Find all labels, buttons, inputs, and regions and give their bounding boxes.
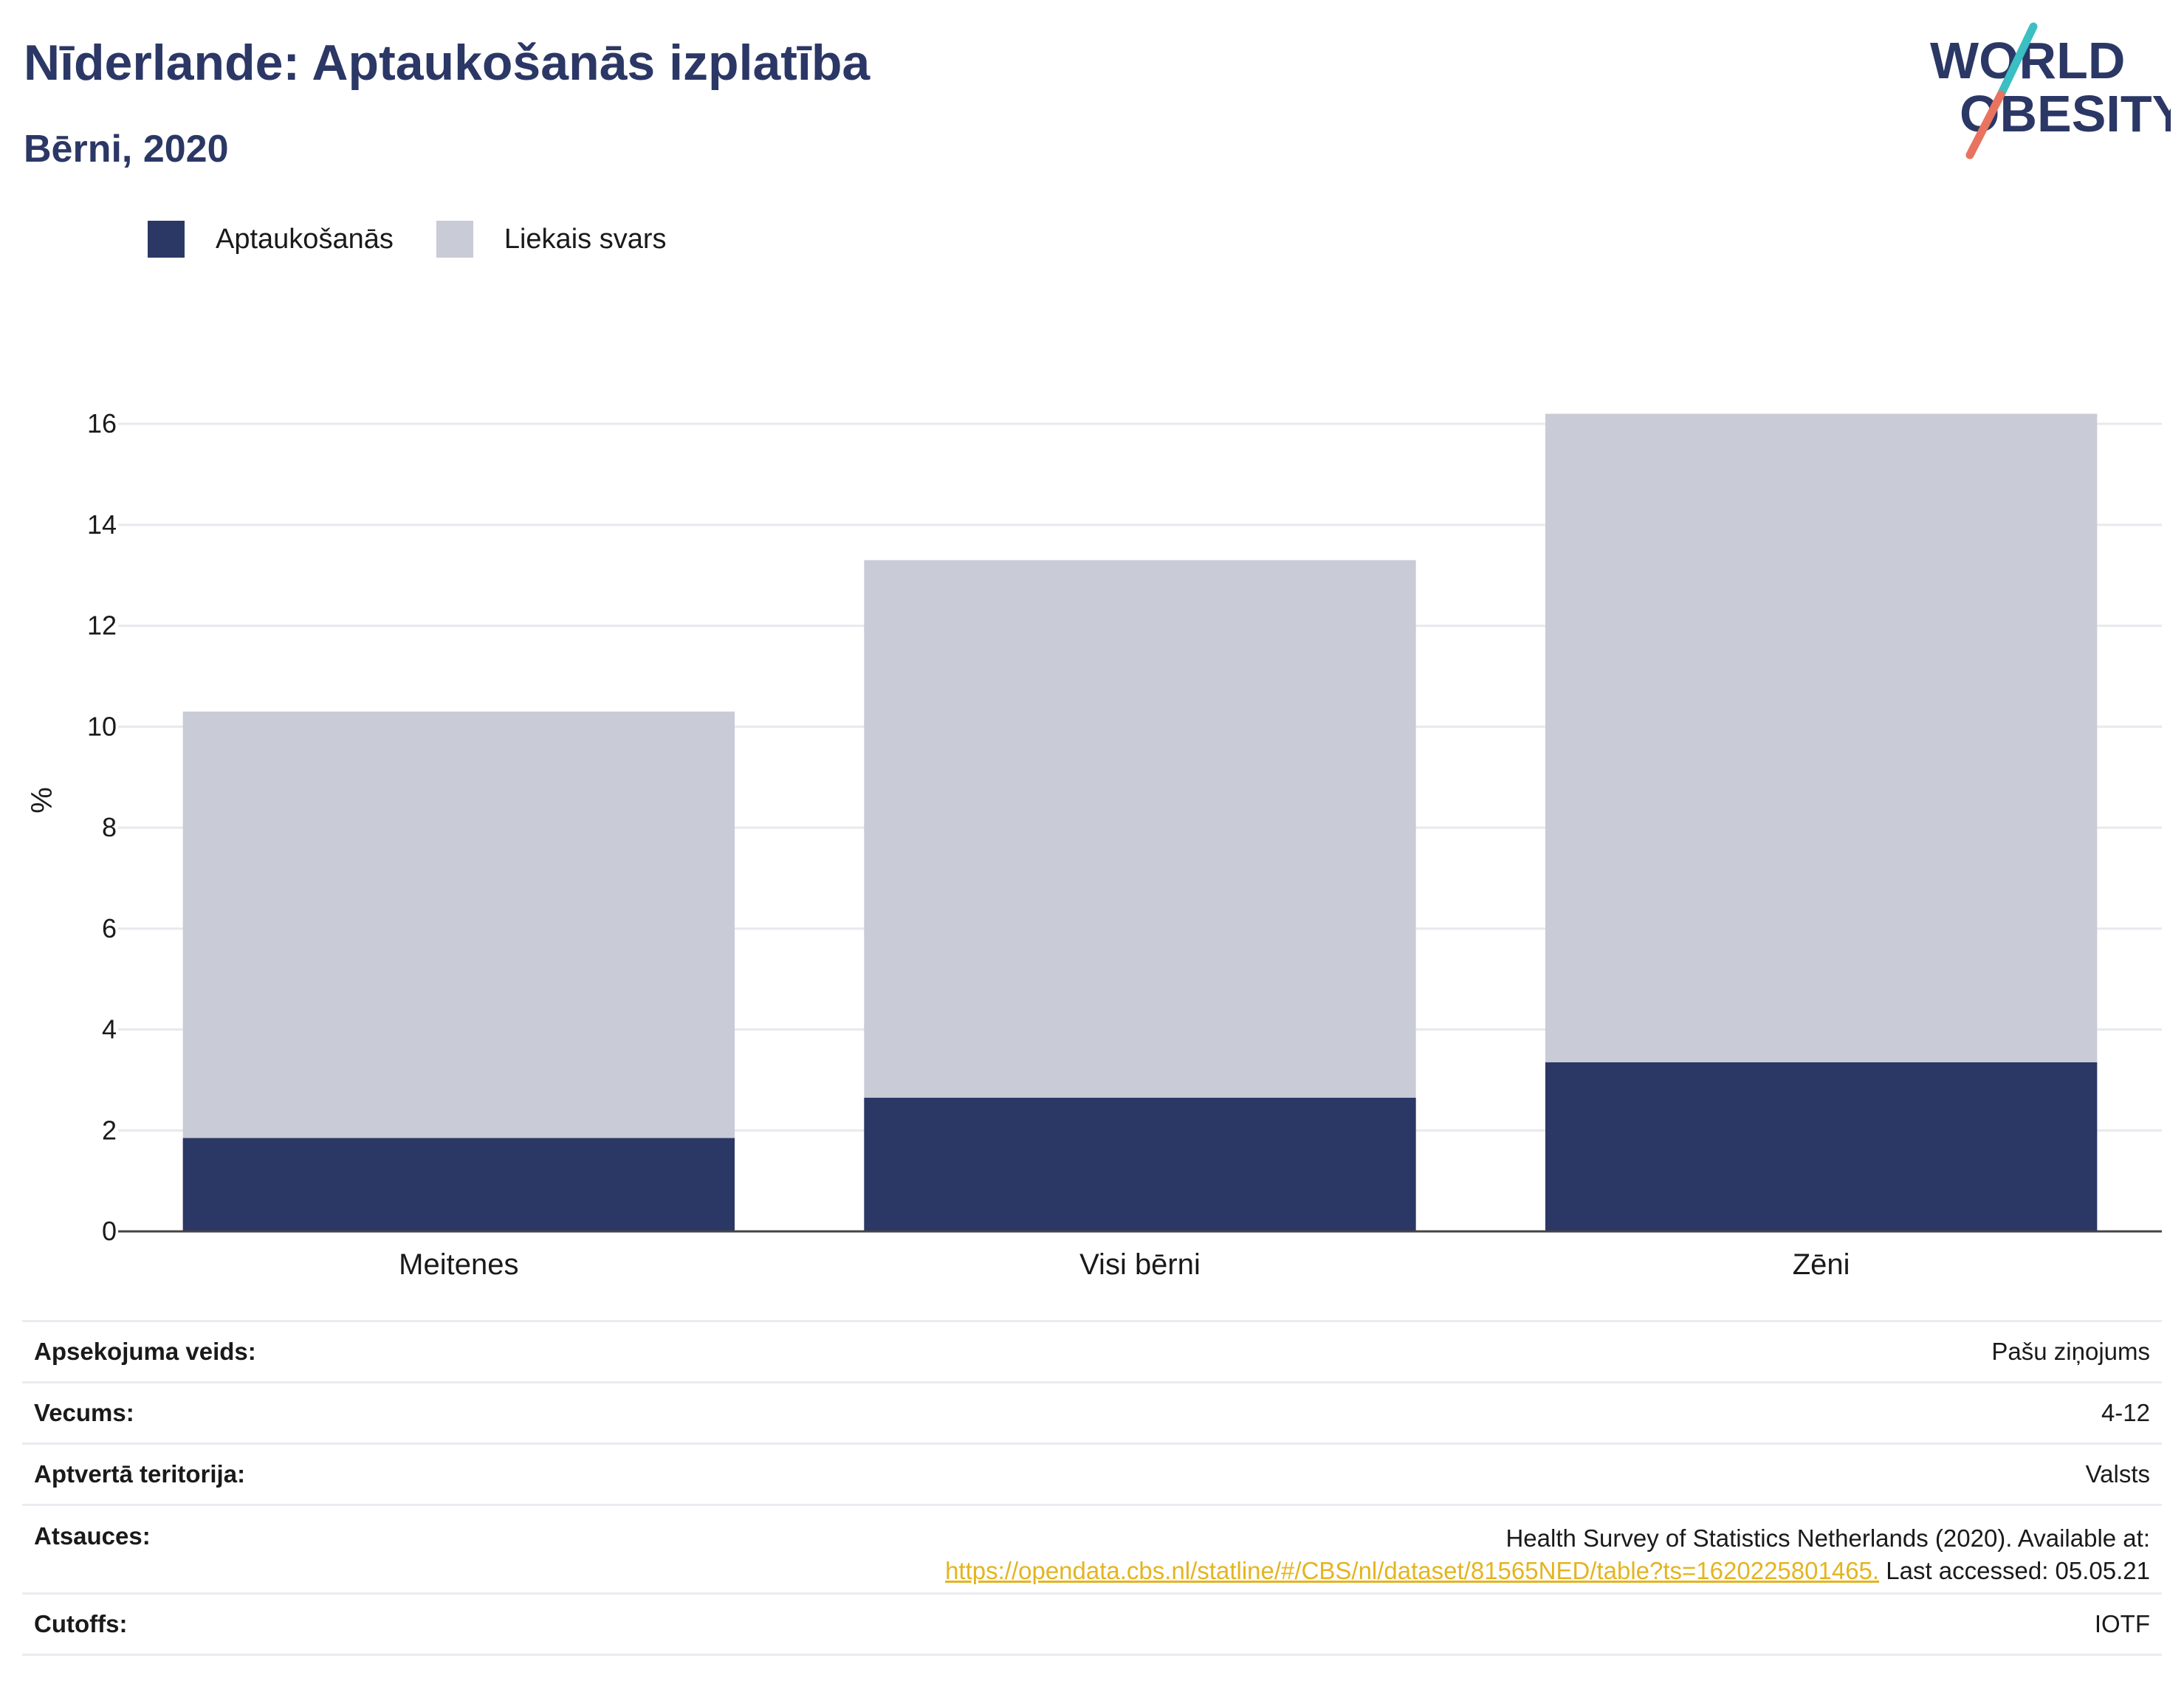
legend-swatch-obesity xyxy=(148,221,185,258)
y-tick-label: 2 xyxy=(102,1115,117,1145)
legend-item-obesity: Aptaukošanās xyxy=(148,221,394,258)
y-tick-label: 16 xyxy=(87,408,117,439)
x-category-label: Visi bērni xyxy=(1079,1248,1201,1281)
x-category-label: Zēni xyxy=(1793,1248,1850,1281)
legend-label-overweight: Liekais svars xyxy=(504,223,667,255)
info-row-age: Vecums: 4-12 xyxy=(22,1381,2162,1443)
info-value: IOTF xyxy=(2094,1610,2150,1637)
reference-text: Health Survey of Statistics Netherlands … xyxy=(1505,1524,2150,1552)
bar-overweight-1 xyxy=(182,711,735,1138)
bar-obesity-1 xyxy=(182,1138,735,1231)
y-tick-label: 10 xyxy=(87,711,117,741)
info-label: Aptvertā teritorija: xyxy=(34,1460,246,1488)
y-tick-label: 4 xyxy=(102,1014,117,1045)
info-label: Cutoffs: xyxy=(34,1610,128,1637)
page-title: Nīderlande: Aptaukošanās izplatība xyxy=(24,35,870,91)
y-tick-label: 14 xyxy=(87,509,117,540)
y-tick-label: 0 xyxy=(102,1216,117,1246)
y-tick-label: 8 xyxy=(102,812,117,842)
info-value: Pašu ziņojums xyxy=(1991,1338,2150,1365)
bar-obesity-2 xyxy=(864,1097,1416,1231)
chart-legend: Aptaukošanās Liekais svars xyxy=(148,219,709,260)
y-tick-label: 12 xyxy=(87,611,117,641)
info-label: Vecums: xyxy=(34,1399,134,1426)
info-label: Apsekojuma veids: xyxy=(34,1338,256,1365)
reference-link[interactable]: https://opendata.cbs.nl/statline/#/CBS/n… xyxy=(945,1557,1880,1584)
legend-label-obesity: Aptaukošanās xyxy=(216,223,394,255)
info-row-coverage: Aptvertā teritorija: Valsts xyxy=(22,1443,2162,1504)
x-category-label: Meitenes xyxy=(399,1248,518,1281)
reference-accessed: Last accessed: 05.05.21 xyxy=(1879,1557,2150,1584)
logo-slash-teal xyxy=(1996,22,2038,99)
info-value: 4-12 xyxy=(2101,1399,2150,1426)
y-tick-label: 6 xyxy=(102,913,117,943)
info-value-references: Health Survey of Statistics Netherlands … xyxy=(945,1522,2162,1587)
logo-slash-coral xyxy=(1965,90,2005,159)
bar-chart: 0 2 4 6 8 10 12 14 16% Meitenes Visi bērni Zēni xyxy=(26,408,2162,1281)
info-label: Atsauces: xyxy=(34,1522,151,1550)
info-table: Apsekojuma veids: Pašu ziņojums Vecums: … xyxy=(22,1320,2162,1656)
bar-overweight-2 xyxy=(864,560,1416,1098)
info-row-references: Atsauces: Health Survey of Statistics Ne… xyxy=(22,1504,2162,1592)
info-row-cutoffs: Cutoffs: IOTF xyxy=(22,1592,2162,1656)
legend-swatch-overweight xyxy=(436,221,473,258)
bar-obesity-3 xyxy=(1545,1062,2098,1231)
y-axis-label: % xyxy=(26,787,58,814)
info-row-survey-type: Apsekojuma veids: Pašu ziņojums xyxy=(22,1320,2162,1381)
page-subtitle: Bērni, 2020 xyxy=(24,128,229,171)
bar-overweight-3 xyxy=(1545,413,2098,1062)
info-value: Valsts xyxy=(2085,1460,2150,1488)
legend-item-overweight: Liekais svars xyxy=(436,221,667,258)
world-obesity-logo: WORLD OBESITY xyxy=(1930,22,2171,159)
